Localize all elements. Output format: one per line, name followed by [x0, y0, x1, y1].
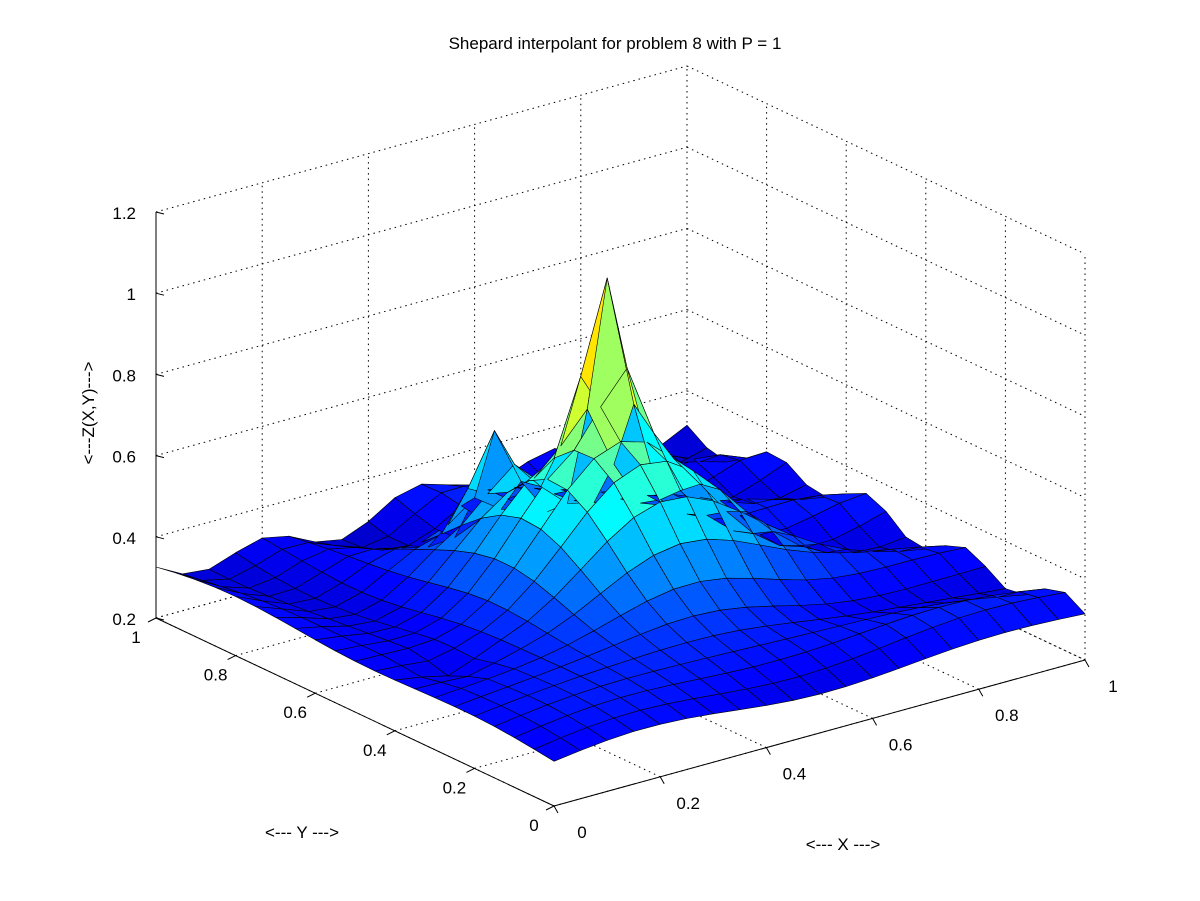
x-tick-label: 0.2 — [676, 794, 700, 813]
back-wall-grid-line — [155, 146, 688, 294]
back-wall-grid-line — [155, 390, 688, 538]
back-wall-grid-line — [155, 65, 688, 213]
axis-layer — [147, 211, 1090, 814]
x-tick-label: 0.8 — [995, 706, 1019, 725]
chart-title: Shepard interpolant for problem 8 with P… — [449, 34, 782, 53]
surface — [155, 277, 1086, 762]
y-tick-mark — [306, 692, 316, 698]
z-tick-label: 0.2 — [112, 610, 136, 629]
x-tick-label: 1 — [1108, 677, 1117, 696]
y-tick-label: 0.6 — [283, 703, 307, 722]
side-wall-grid-line — [686, 146, 1086, 336]
x-tick-mark — [1084, 659, 1090, 668]
y-tick-label: 0.2 — [443, 778, 467, 797]
x-tick-mark — [872, 718, 878, 726]
x-tick-mark — [659, 776, 665, 785]
z-tick-label: 1 — [127, 285, 136, 304]
back-wall-grid-line — [155, 227, 688, 375]
z-tick-mark — [155, 536, 165, 540]
z-tick-label: 1.2 — [112, 204, 136, 223]
x-tick-label: 0.6 — [889, 735, 913, 754]
y-tick-label: 0.4 — [363, 741, 387, 760]
y-tick-mark — [386, 730, 396, 736]
z-tick-mark — [155, 455, 165, 459]
y-axis-label: <--- Y ---> — [265, 823, 339, 842]
y-tick-label: 1 — [131, 628, 140, 647]
y-tick-mark — [545, 805, 555, 811]
y-tick-mark — [466, 767, 475, 773]
y-tick-mark — [147, 617, 157, 623]
tick-labels: 00.20.40.60.8100.20.40.60.810.20.40.60.8… — [112, 204, 1117, 842]
side-wall-grid-line — [686, 65, 1086, 255]
y-axis-line — [155, 617, 555, 807]
side-wall-grid-line — [686, 227, 1086, 417]
z-tick-mark — [155, 373, 165, 377]
z-tick-mark — [155, 292, 165, 296]
side-wall-grid-line — [686, 390, 1086, 580]
x-axis-line — [553, 659, 1086, 807]
x-tick-mark — [553, 805, 559, 814]
y-tick-mark — [227, 655, 236, 661]
z-tick-label: 0.8 — [112, 366, 136, 385]
z-tick-label: 0.6 — [112, 448, 136, 467]
z-tick-mark — [155, 211, 165, 215]
x-tick-mark — [978, 688, 984, 697]
back-wall-grid-line — [155, 309, 688, 457]
surface-cell — [1038, 592, 1086, 620]
x-tick-label: 0 — [577, 823, 586, 842]
x-axis-label: <--- X ---> — [806, 835, 881, 854]
x-tick-label: 0.4 — [783, 765, 807, 784]
y-tick-label: 0 — [529, 816, 538, 835]
side-wall-grid-line — [686, 309, 1086, 499]
z-tick-label: 0.4 — [112, 529, 136, 548]
z-tick-mark — [155, 617, 165, 621]
x-tick-mark — [765, 747, 771, 755]
z-axis-label: <---Z(X,Y)---> — [79, 361, 98, 464]
y-tick-label: 0.8 — [204, 666, 228, 685]
